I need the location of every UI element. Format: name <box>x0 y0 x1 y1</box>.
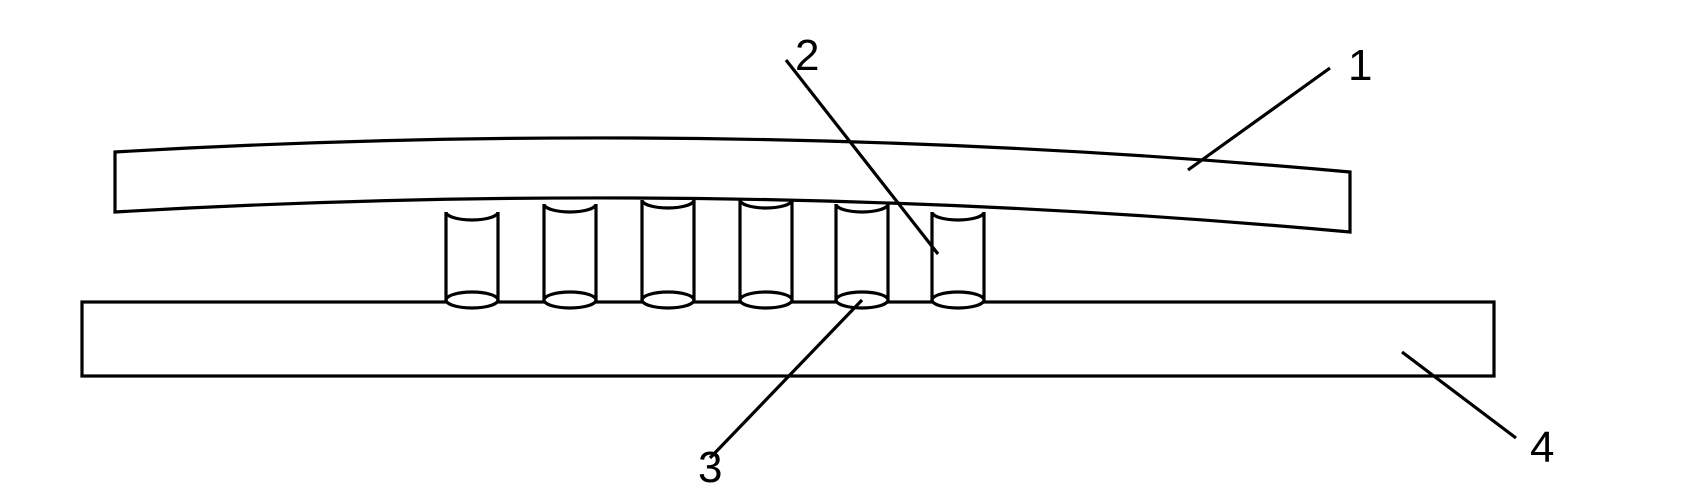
label-1: 1 <box>1348 41 1372 90</box>
label-3: 3 <box>698 443 722 492</box>
schematic-diagram: 1 2 3 4 <box>0 0 1696 504</box>
label-2: 2 <box>795 31 819 80</box>
label-4: 4 <box>1530 423 1554 472</box>
